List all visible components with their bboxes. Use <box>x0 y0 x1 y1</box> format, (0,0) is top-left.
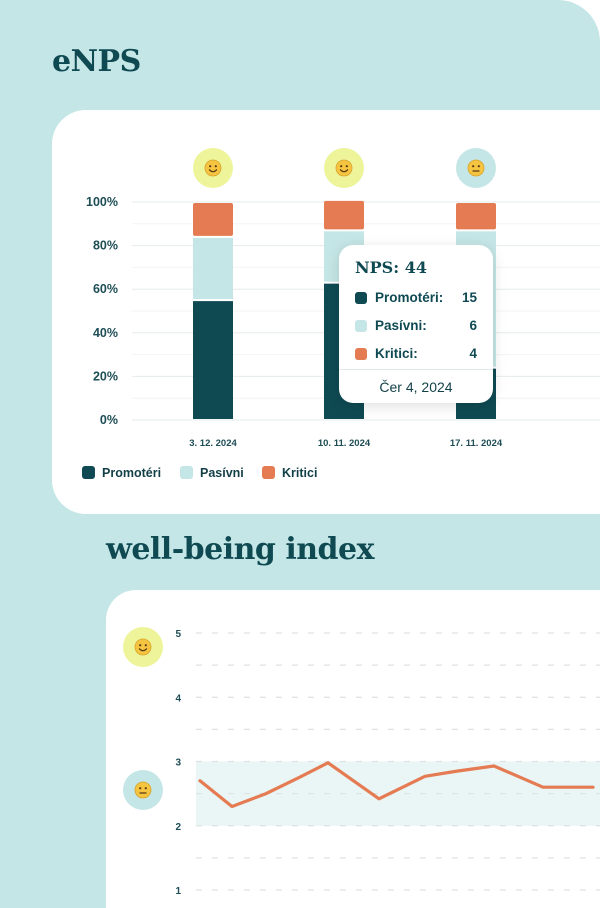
enps-chart: 0% 20% 40% 60% 80% 100% 3. 12. 2024 10. 11. 202… <box>86 148 600 449</box>
y-tick-label: 5 <box>175 629 181 640</box>
face-head <box>467 159 485 177</box>
wellbeing-title: well-being index <box>106 532 375 567</box>
smiling-face-icon <box>324 148 364 188</box>
bar-segment <box>193 203 233 236</box>
legend-label: Kritici <box>282 466 318 480</box>
bar-segment <box>456 203 496 230</box>
face-head <box>134 781 152 799</box>
promoters-swatch <box>355 292 367 304</box>
detractors-swatch <box>355 348 367 360</box>
wellbeing-chart: 1 2 3 4 5 <box>123 627 600 897</box>
tooltip-title: NPS: 44 <box>355 258 427 277</box>
slightly-smiling-face-icon <box>193 148 233 188</box>
y-tick-label: 0% <box>100 413 118 427</box>
legend-swatch <box>82 466 95 479</box>
face-eye <box>340 165 343 168</box>
neutral-face-icon <box>123 770 163 810</box>
face-eye <box>345 165 348 168</box>
x-tick-label: 17. 11. 2024 <box>450 438 503 449</box>
face-eye <box>477 165 480 168</box>
tooltip-row-value: 6 <box>469 318 477 333</box>
face-eye <box>209 165 212 168</box>
face-head <box>335 159 353 177</box>
face-mouth <box>339 169 349 173</box>
face-eye <box>144 644 147 647</box>
y-tick-label: 1 <box>175 886 181 897</box>
y-tick-label: 2 <box>175 822 181 833</box>
bar-segment <box>193 237 233 300</box>
legend-swatch <box>262 466 275 479</box>
y-tick-label: 80% <box>93 239 118 253</box>
enps-card: 0% 20% 40% 60% 80% 100% 3. 12. 2024 10. 11. 202… <box>52 110 600 514</box>
tooltip-row-label: Promotéri: <box>375 290 444 305</box>
face-eye <box>144 787 147 790</box>
neutral-face-icon <box>456 148 496 188</box>
smiling-face-icon <box>123 627 163 667</box>
y-tick-label: 100% <box>86 195 118 209</box>
tooltip-row-detractors: Kritici: 4 <box>355 345 479 363</box>
tooltip-row-passives: Pasívni: 6 <box>355 317 479 335</box>
y-tick-label: 4 <box>175 693 181 704</box>
tooltip-row-value: 4 <box>469 346 477 361</box>
face-head <box>204 159 222 177</box>
face-eye <box>139 644 142 647</box>
face-eye <box>139 787 142 790</box>
x-tick-label: 10. 11. 2024 <box>318 438 371 449</box>
highlight-band <box>196 761 600 826</box>
x-tick-label: 3. 12. 2024 <box>189 438 237 449</box>
face-eye <box>472 165 475 168</box>
face-head <box>134 638 152 656</box>
passives-swatch <box>355 320 367 332</box>
face-mouth <box>138 648 148 652</box>
enps-title: eNPS <box>52 44 141 79</box>
bar-segment <box>193 301 233 419</box>
tooltip-row-label: Kritici: <box>375 346 418 361</box>
wellbeing-card: 1 2 3 4 5 <box>106 590 600 908</box>
tooltip-row-promoters: Promotéri: 15 <box>355 289 479 307</box>
y-tick-label: 40% <box>93 326 118 340</box>
legend-label: Promotéri <box>102 466 162 480</box>
y-tick-label: 20% <box>93 369 118 383</box>
legend-label: Pasívni <box>200 466 244 480</box>
bar-segment <box>324 200 364 230</box>
nps-tooltip: NPS: 44 Promotéri: 15 Pasívni: 6 Kritici… <box>339 245 493 403</box>
tooltip-divider <box>339 369 493 370</box>
legend-swatch <box>180 466 193 479</box>
face-eye <box>214 165 217 168</box>
y-tick-label: 60% <box>93 282 118 296</box>
tooltip-row-value: 15 <box>461 290 477 305</box>
y-tick-label: 3 <box>175 758 181 769</box>
series-line <box>198 761 595 809</box>
tooltip-date: Čer 4, 2024 <box>379 379 453 395</box>
tooltip-row-label: Pasívni: <box>375 318 427 333</box>
face-mouth <box>208 169 218 173</box>
